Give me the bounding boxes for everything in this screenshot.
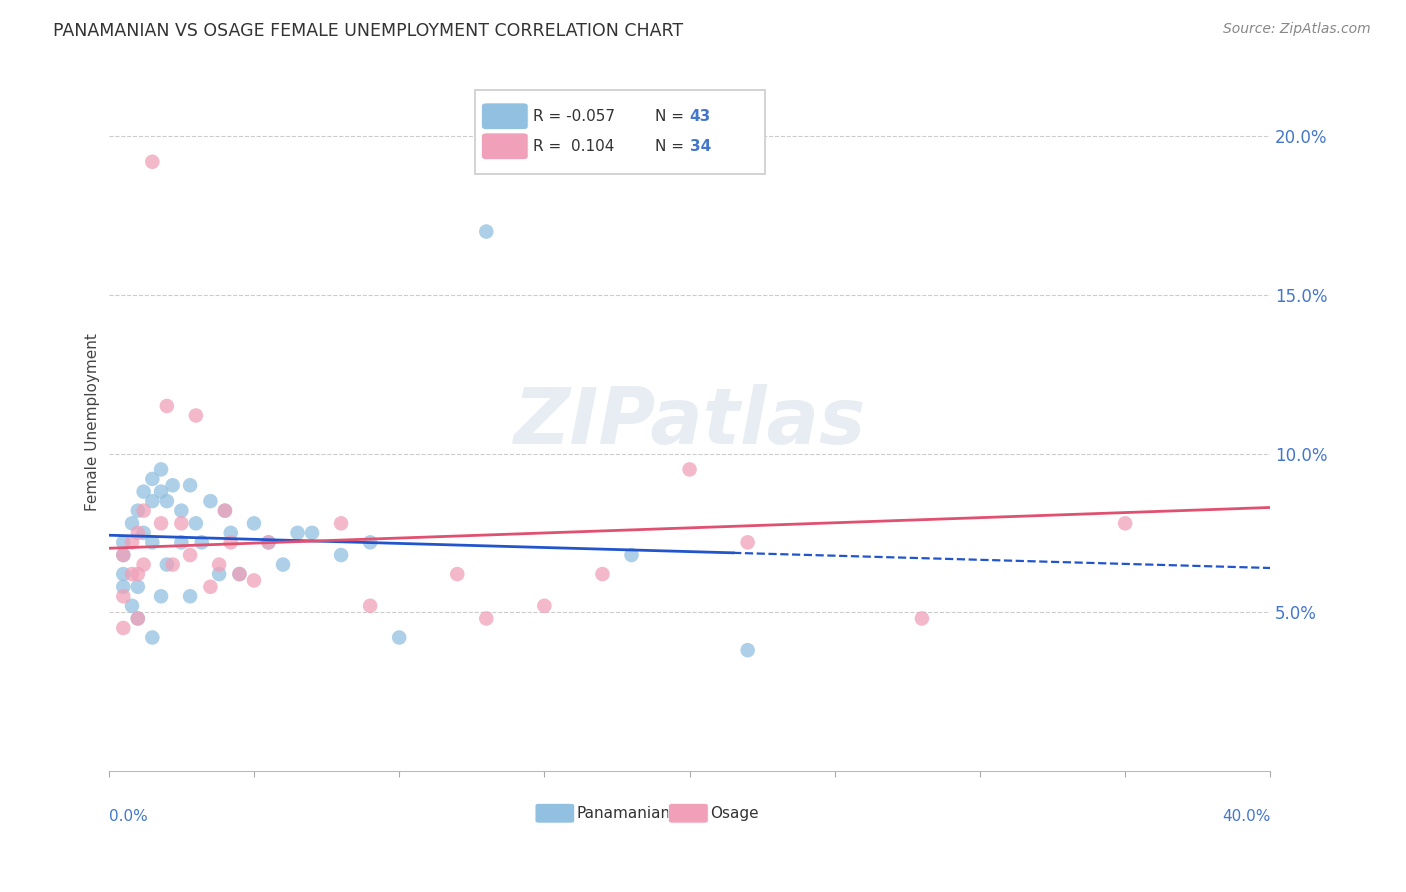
Point (243, 516, 266, 531)
Point (132, 503, 155, 517)
Text: 34: 34 (689, 139, 711, 153)
Point (150, 484, 173, 499)
Point (141, 631, 163, 645)
Point (1114, 516, 1136, 531)
Point (150, 462, 173, 476)
Point (170, 535, 193, 549)
Point (179, 548, 201, 562)
Point (301, 525, 323, 540)
Point (257, 535, 280, 549)
Point (141, 154, 163, 169)
Point (112, 548, 135, 562)
Point (121, 516, 143, 531)
Point (737, 535, 759, 549)
Point (127, 503, 149, 517)
Point (475, 611, 498, 625)
Text: 43: 43 (689, 109, 711, 124)
Point (127, 580, 149, 594)
FancyBboxPatch shape (482, 133, 529, 160)
Point (214, 503, 236, 517)
Text: Source: ZipAtlas.com: Source: ZipAtlas.com (1223, 22, 1371, 37)
Text: Osage: Osage (710, 805, 759, 821)
Point (170, 503, 193, 517)
Y-axis label: Female Unemployment: Female Unemployment (86, 333, 100, 511)
Point (141, 535, 163, 549)
Point (257, 535, 280, 549)
Point (112, 535, 135, 549)
Point (184, 409, 207, 423)
Point (141, 472, 163, 486)
Point (156, 399, 179, 413)
Point (591, 567, 613, 582)
Text: N =: N = (655, 109, 689, 124)
Point (162, 478, 184, 492)
Point (112, 589, 135, 603)
Point (678, 462, 700, 476)
Point (132, 525, 155, 540)
Point (150, 516, 173, 531)
Point (228, 567, 250, 582)
FancyBboxPatch shape (536, 804, 575, 823)
Point (127, 611, 149, 625)
Point (156, 558, 179, 572)
Point (214, 503, 236, 517)
Point (475, 225, 498, 239)
Text: R = -0.057: R = -0.057 (533, 109, 614, 124)
Point (388, 631, 411, 645)
Point (112, 548, 135, 562)
Point (112, 621, 135, 635)
Point (184, 516, 207, 531)
Point (170, 516, 193, 531)
Point (121, 567, 143, 582)
Point (127, 567, 149, 582)
Point (127, 611, 149, 625)
Text: ZIPatlas: ZIPatlas (513, 384, 866, 460)
Point (208, 558, 231, 572)
Point (121, 535, 143, 549)
Point (219, 525, 242, 540)
Point (132, 484, 155, 499)
Point (132, 558, 155, 572)
Text: 40.0%: 40.0% (1222, 809, 1271, 824)
Point (200, 494, 222, 508)
Point (162, 558, 184, 572)
Text: Panamanians: Panamanians (576, 805, 679, 821)
FancyBboxPatch shape (475, 90, 765, 174)
Point (359, 535, 381, 549)
Point (533, 599, 555, 613)
Point (330, 548, 353, 562)
Point (112, 580, 135, 594)
Point (179, 478, 201, 492)
Text: 0.0%: 0.0% (108, 809, 148, 824)
FancyBboxPatch shape (669, 804, 709, 823)
Point (271, 558, 294, 572)
FancyBboxPatch shape (482, 103, 529, 129)
Point (208, 567, 231, 582)
Point (127, 525, 149, 540)
Point (112, 567, 135, 582)
Point (446, 567, 468, 582)
Point (179, 589, 201, 603)
Text: R =  0.104: R = 0.104 (533, 139, 614, 153)
Point (911, 611, 934, 625)
Point (243, 574, 266, 588)
Point (141, 494, 163, 508)
Text: N =: N = (655, 139, 689, 153)
Point (200, 580, 222, 594)
Point (156, 494, 179, 508)
Point (620, 548, 643, 562)
Point (228, 567, 250, 582)
Point (359, 599, 381, 613)
Point (190, 535, 212, 549)
Point (287, 525, 309, 540)
Point (737, 643, 759, 657)
Text: PANAMANIAN VS OSAGE FEMALE UNEMPLOYMENT CORRELATION CHART: PANAMANIAN VS OSAGE FEMALE UNEMPLOYMENT … (53, 22, 683, 40)
Point (150, 589, 173, 603)
Point (219, 535, 242, 549)
Point (121, 599, 143, 613)
Point (330, 516, 353, 531)
